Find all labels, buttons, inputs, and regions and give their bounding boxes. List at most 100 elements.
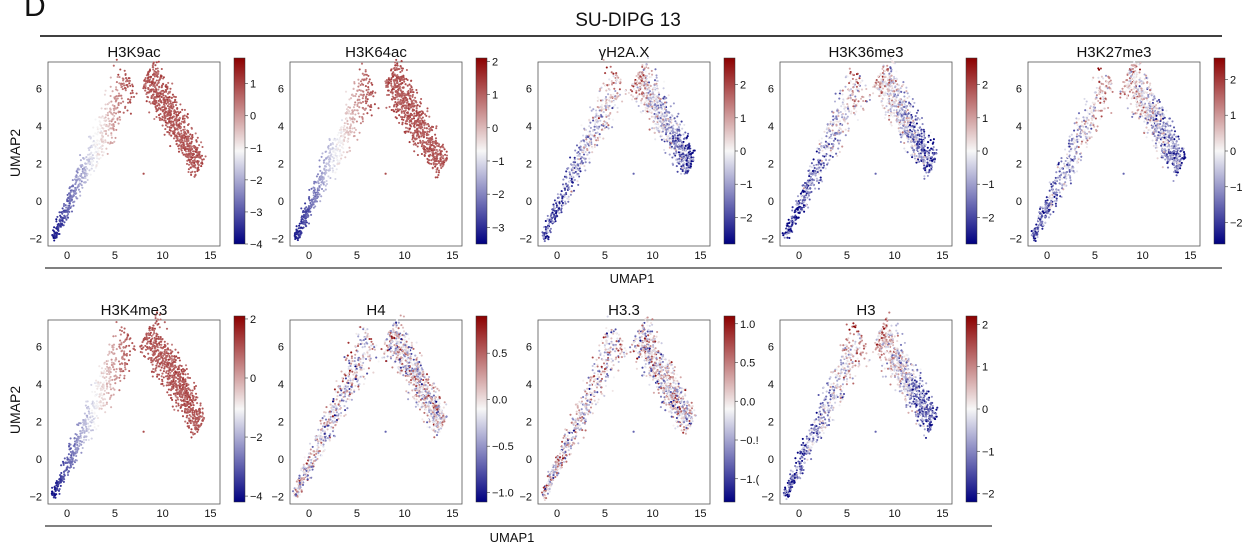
scatter-point [608, 97, 611, 100]
scatter-point [922, 128, 925, 131]
scatter-point [435, 125, 438, 128]
scatter-point [395, 105, 398, 108]
scatter-point [584, 151, 587, 154]
scatter-point [367, 88, 370, 91]
scatter-point [146, 95, 149, 98]
scatter-point [602, 108, 606, 111]
scatter-point [835, 152, 838, 155]
scatter-point [903, 91, 906, 94]
scatter-point [415, 88, 418, 92]
scatter-point [314, 191, 317, 194]
scatter-point [895, 96, 898, 99]
scatter-point [555, 205, 558, 209]
scatter-point [201, 158, 204, 161]
scatter-point [150, 90, 153, 93]
scatter-point [426, 143, 430, 146]
scatter-point [440, 156, 443, 159]
scatter-point [192, 145, 195, 148]
scatter-point [127, 101, 130, 104]
scatter-point [78, 168, 81, 171]
scatter-point [404, 126, 408, 129]
scatter-point [677, 145, 680, 149]
scatter-point [154, 81, 157, 84]
scatter-point [107, 134, 110, 137]
scatter-point [684, 131, 687, 134]
scatter-point [395, 111, 398, 114]
scatter-point [810, 162, 813, 165]
scatter-point [413, 129, 417, 132]
scatter-point [569, 193, 572, 196]
scatter-point [800, 202, 804, 205]
scatter-point [678, 160, 681, 163]
scatter-point [353, 82, 356, 85]
scatter-point [559, 193, 562, 196]
scatter-point [681, 170, 684, 173]
scatter-point [687, 155, 690, 158]
scatter-point [608, 78, 611, 81]
scatter-point [882, 65, 885, 68]
scatter-point [643, 101, 646, 104]
scatter-point [348, 110, 351, 113]
scatter-point [398, 78, 402, 81]
scatter-point [588, 130, 591, 133]
scatter-point [200, 154, 204, 157]
scatter-point [162, 76, 165, 79]
scatter-point [858, 77, 861, 80]
scatter-point [429, 141, 432, 144]
scatter-point [114, 107, 117, 110]
scatter-point [839, 110, 842, 114]
scatter-point [426, 130, 429, 133]
scatter-point [597, 117, 600, 120]
scatter-point [593, 145, 596, 149]
y-tick-label: −2 [29, 233, 42, 245]
scatter-point [410, 79, 413, 82]
y-tick-label: 2 [278, 158, 284, 170]
scatter-point [583, 127, 586, 130]
scatter-point [316, 173, 320, 176]
scatter-point [663, 105, 666, 109]
scatter-point [913, 154, 916, 158]
scatter-point [372, 95, 375, 98]
scatter-point [166, 98, 169, 101]
scatter-point [591, 151, 594, 154]
scatter-point [568, 171, 571, 174]
x-tick-label: 10 [157, 250, 169, 262]
scatter-point [881, 103, 884, 106]
scatter-point [636, 94, 639, 97]
scatter-point [418, 130, 421, 133]
scatter-point [678, 129, 681, 132]
scatter-point [53, 234, 56, 238]
scatter-point [544, 235, 548, 238]
scatter-point [300, 215, 304, 218]
scatter-point [425, 132, 428, 135]
scatter-point [309, 204, 312, 207]
scatter-point [67, 212, 70, 216]
scatter-point [394, 84, 397, 87]
scatter-point [426, 161, 429, 164]
scatter-point [354, 113, 357, 116]
scatter-point [607, 108, 610, 111]
scatter-point [105, 119, 108, 122]
scatter-point [347, 106, 350, 109]
scatter-point [692, 156, 695, 159]
scatter-point [593, 125, 596, 128]
scatter-point [347, 150, 350, 153]
scatter-point [176, 139, 179, 142]
scatter-point [351, 118, 354, 121]
scatter-point [102, 127, 105, 130]
scatter-point [554, 212, 558, 215]
scatter-point [655, 98, 658, 101]
scatter-point [660, 138, 663, 141]
scatter-point [580, 156, 584, 159]
scatter-point [104, 129, 107, 133]
scatter-point [338, 144, 341, 147]
scatter-point [88, 153, 91, 156]
scatter-point [66, 216, 70, 219]
scatter-point [653, 127, 656, 130]
scatter-point [198, 155, 201, 158]
scatter-point [684, 158, 687, 161]
scatter-point [439, 163, 442, 166]
scatter-point [119, 118, 122, 121]
scatter-point [899, 133, 902, 136]
scatter-point [120, 86, 123, 89]
